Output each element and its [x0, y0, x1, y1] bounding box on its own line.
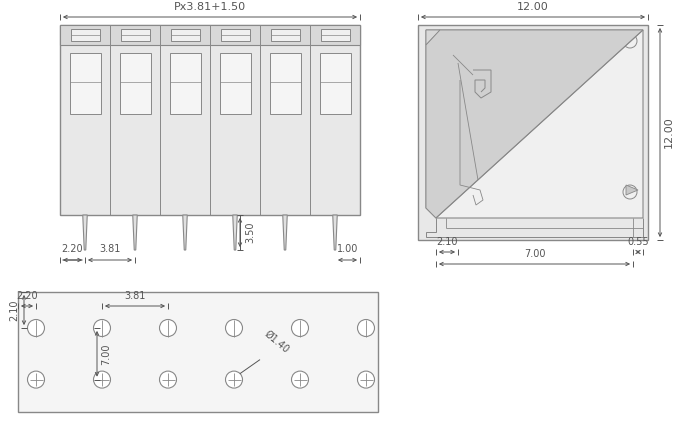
Bar	[120, 53, 150, 114]
Text: 2.20: 2.20	[61, 244, 83, 254]
Bar	[270, 53, 301, 114]
Circle shape	[94, 319, 111, 336]
Circle shape	[357, 319, 374, 336]
Bar	[270, 29, 300, 41]
Text: 12.00: 12.00	[664, 116, 674, 149]
Bar	[70, 29, 100, 41]
Bar	[221, 29, 249, 41]
Bar	[169, 53, 201, 114]
Bar	[60, 25, 360, 45]
Text: 7.00: 7.00	[101, 343, 111, 365]
Polygon shape	[283, 215, 288, 250]
Bar	[320, 53, 350, 114]
Bar	[320, 29, 350, 41]
Text: 2.10: 2.10	[9, 299, 19, 321]
Circle shape	[292, 371, 309, 388]
Circle shape	[292, 319, 309, 336]
Circle shape	[94, 371, 111, 388]
Bar	[219, 53, 251, 114]
Polygon shape	[426, 30, 643, 218]
Bar	[60, 25, 360, 215]
Circle shape	[160, 371, 176, 388]
Polygon shape	[83, 215, 87, 250]
Bar	[18, 292, 378, 412]
Text: Ø1.40: Ø1.40	[262, 328, 291, 354]
Text: 1.00: 1.00	[337, 244, 358, 254]
Bar	[120, 29, 150, 41]
Circle shape	[160, 319, 176, 336]
Text: 2.20: 2.20	[16, 291, 38, 301]
Text: 0.55: 0.55	[627, 237, 649, 247]
Text: 2.10: 2.10	[436, 237, 458, 247]
Text: 7.00: 7.00	[524, 249, 545, 259]
Bar	[418, 25, 648, 240]
Bar	[70, 53, 100, 114]
Circle shape	[27, 371, 44, 388]
Text: Px3.81+1.50: Px3.81+1.50	[174, 2, 246, 12]
Polygon shape	[133, 215, 137, 250]
Polygon shape	[626, 185, 638, 195]
Text: 12.00: 12.00	[517, 2, 549, 12]
Text: 3.50: 3.50	[245, 222, 255, 243]
Polygon shape	[333, 215, 337, 250]
Bar	[171, 29, 199, 41]
Circle shape	[27, 319, 44, 336]
Circle shape	[225, 319, 242, 336]
Text: 3.81: 3.81	[124, 291, 145, 301]
Text: 3.81: 3.81	[99, 244, 121, 254]
Circle shape	[225, 371, 242, 388]
Polygon shape	[183, 215, 187, 250]
Circle shape	[357, 371, 374, 388]
Polygon shape	[233, 215, 237, 250]
Polygon shape	[426, 30, 643, 218]
Polygon shape	[426, 30, 440, 45]
